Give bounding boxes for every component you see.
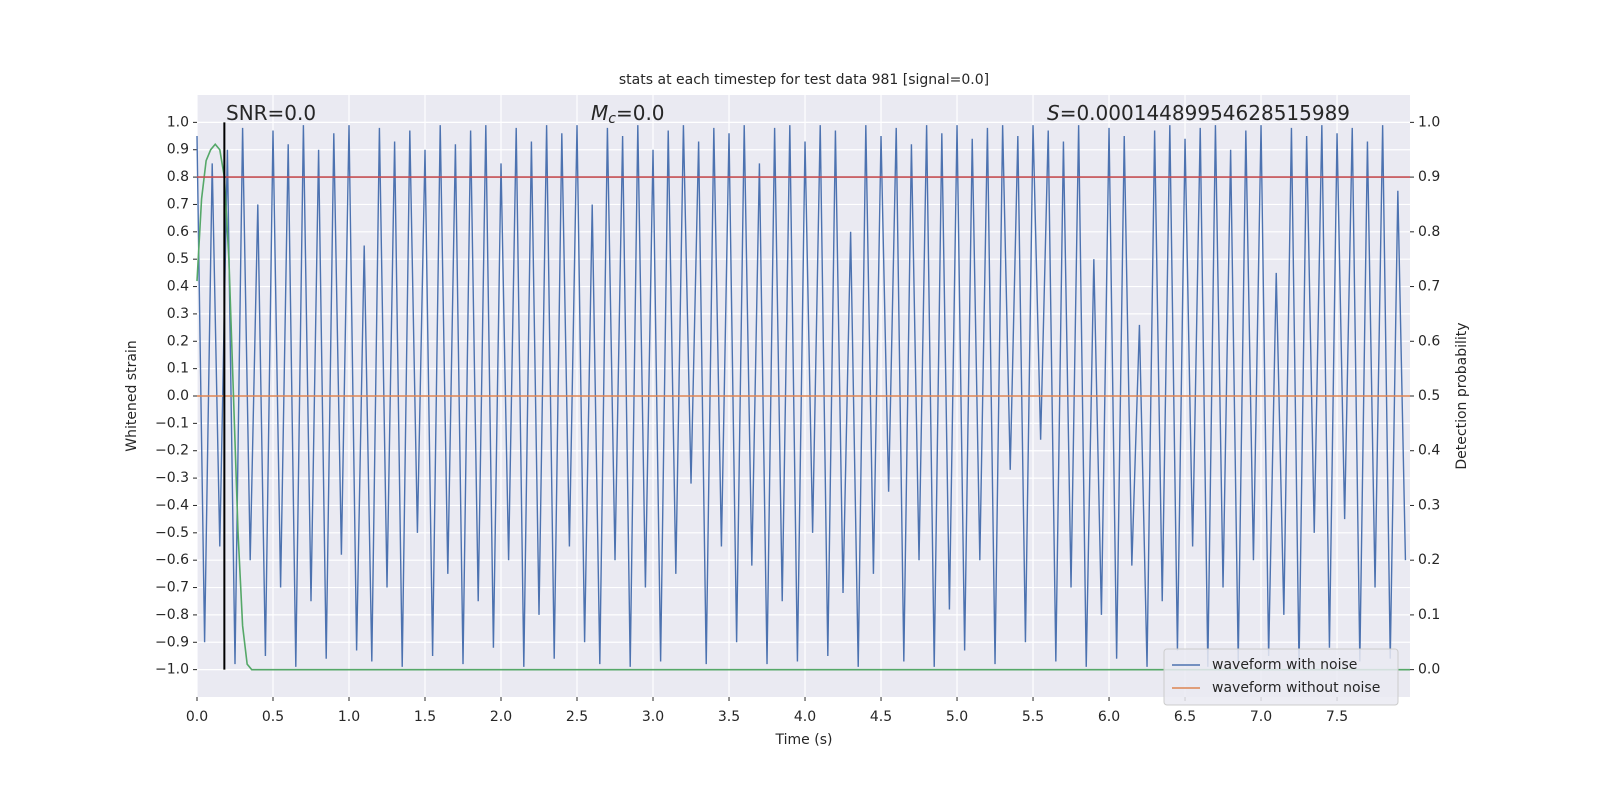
- annotation-text: SNR=0.0: [226, 101, 316, 125]
- y-tick-label: 0.3: [167, 306, 189, 322]
- annotation: Mc=0.0: [591, 101, 665, 128]
- x-tick-label: 6.5: [1174, 709, 1196, 725]
- annotation-symbol: S: [1047, 101, 1060, 125]
- x-tick-label: 3.0: [642, 709, 664, 725]
- series-line: [196, 142, 1410, 671]
- x-tick-label: 7.0: [1250, 709, 1272, 725]
- x-tick-label: 1.0: [338, 709, 360, 725]
- x-axis-label: Time (s): [775, 732, 833, 748]
- y2-tick-label: 1.0: [1418, 114, 1440, 130]
- y2-tick-label: 0.2: [1418, 552, 1440, 568]
- y-tick-label: 0.2: [167, 333, 189, 349]
- y-tick-label: −0.5: [155, 525, 189, 541]
- annotation-text: =0.00014489954628515989: [1060, 101, 1350, 125]
- y-tick-label: 0.7: [167, 196, 189, 212]
- y-tick-label: −0.6: [155, 552, 189, 568]
- x-tick-label: 4.5: [870, 709, 892, 725]
- x-tick-label: 5.0: [946, 709, 968, 725]
- y-tick-label: 0.0: [167, 388, 189, 404]
- y2-tick-label: 0.3: [1418, 497, 1440, 513]
- annotation: SNR=0.0: [226, 101, 316, 125]
- y-tick-label: 0.4: [167, 279, 189, 295]
- y-tick-label: −0.9: [155, 634, 189, 650]
- x-tick-label: 0.5: [262, 709, 284, 725]
- x-tick-label: 1.5: [414, 709, 436, 725]
- series-line: [196, 125, 1407, 667]
- annotation-subscript: c: [608, 111, 616, 127]
- x-tick-label: 2.5: [566, 709, 588, 725]
- y2-tick-label: 0.4: [1418, 443, 1440, 459]
- chart-title: stats at each timestep for test data 981…: [619, 72, 989, 88]
- legend-label: waveform without noise: [1212, 680, 1380, 696]
- y-tick-label: −0.4: [155, 497, 189, 513]
- y2-tick-label: 0.7: [1418, 279, 1440, 295]
- y-tick-label: 0.9: [167, 142, 189, 158]
- y2-tick-label: 0.9: [1418, 169, 1440, 185]
- y-tick-label: −0.3: [155, 470, 189, 486]
- y-tick-label: −0.2: [155, 443, 189, 459]
- annotation: S=0.00014489954628515989: [1047, 101, 1350, 125]
- y-tick-label: −0.8: [155, 607, 189, 623]
- x-tick-label: 4.0: [794, 709, 816, 725]
- legend-box: [1163, 648, 1399, 706]
- annotation-symbol: M: [591, 101, 608, 125]
- y-tick-label: −0.1: [155, 415, 189, 431]
- y-tick-label: −0.7: [155, 580, 189, 596]
- y2-tick-label: 0.5: [1418, 388, 1440, 404]
- y2-axis-label: Detection probability: [1454, 322, 1470, 469]
- x-tick-label: 2.0: [490, 709, 512, 725]
- x-tick-label: 0.0: [186, 709, 208, 725]
- legend-label: waveform with noise: [1212, 657, 1357, 673]
- y2-tick-label: 0.8: [1418, 224, 1440, 240]
- annotation-text: =0.0: [616, 101, 665, 125]
- y2-tick-label: 0.1: [1418, 607, 1440, 623]
- y2-tick-label: 0.6: [1418, 333, 1440, 349]
- y-tick-label: 0.6: [167, 224, 189, 240]
- x-tick-label: 7.5: [1326, 709, 1348, 725]
- y-tick-label: 0.8: [167, 169, 189, 185]
- x-tick-label: 5.5: [1022, 709, 1044, 725]
- y-tick-label: 0.5: [167, 251, 189, 267]
- x-tick-label: 3.5: [718, 709, 740, 725]
- y-tick-label: −1.0: [155, 662, 189, 678]
- y-tick-label: 1.0: [167, 114, 189, 130]
- x-tick-label: 6.0: [1098, 709, 1120, 725]
- y-axis-label: Whitened strain: [124, 340, 140, 451]
- y2-tick-label: 0.0: [1418, 662, 1440, 678]
- y-tick-label: 0.1: [167, 361, 189, 377]
